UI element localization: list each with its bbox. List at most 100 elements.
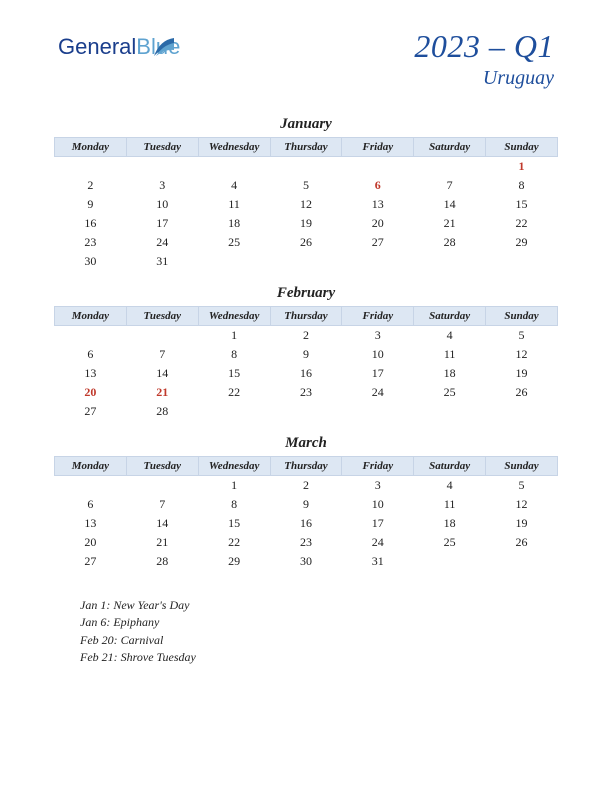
calendar-cell	[342, 157, 414, 177]
calendar-cell: 18	[198, 214, 270, 233]
calendar-cell: 24	[342, 383, 414, 402]
calendar-cell: 25	[414, 383, 486, 402]
holiday-item: Jan 6: Epiphany	[80, 614, 558, 631]
weekday-header: Monday	[55, 307, 127, 326]
month-block: JanuaryMondayTuesdayWednesdayThursdayFri…	[54, 116, 558, 271]
calendar-cell: 31	[342, 552, 414, 571]
calendar-row: 3031	[55, 252, 558, 271]
calendar-cell: 19	[486, 364, 558, 383]
calendar-cell: 6	[342, 176, 414, 195]
calendar-cell	[270, 157, 342, 177]
calendar-row: 23242526272829	[55, 233, 558, 252]
calendar-cell: 30	[270, 552, 342, 571]
calendar-cell: 8	[486, 176, 558, 195]
calendar-table: MondayTuesdayWednesdayThursdayFridaySatu…	[54, 306, 558, 421]
weekday-header: Tuesday	[126, 307, 198, 326]
calendar-cell: 21	[414, 214, 486, 233]
calendar-cell: 2	[270, 476, 342, 496]
calendar-cell: 1	[198, 326, 270, 346]
calendar-cell: 21	[126, 533, 198, 552]
calendar-cell: 9	[270, 495, 342, 514]
calendar-cell: 24	[342, 533, 414, 552]
weekday-header: Sunday	[486, 138, 558, 157]
weekday-header: Wednesday	[198, 307, 270, 326]
calendar-cell: 18	[414, 364, 486, 383]
calendar-cell: 11	[198, 195, 270, 214]
calendar-cell: 12	[486, 495, 558, 514]
calendar-cell: 8	[198, 495, 270, 514]
calendar-cell	[342, 402, 414, 421]
calendar-row: 12345	[55, 326, 558, 346]
calendar-table: MondayTuesdayWednesdayThursdayFridaySatu…	[54, 137, 558, 271]
month-block: February MondayTuesdayWednesdayThursdayFr…	[54, 285, 558, 421]
calendar-cell: 4	[198, 176, 270, 195]
calendar-row: 2728293031	[55, 552, 558, 571]
calendar-cell: 27	[342, 233, 414, 252]
calendar-cell: 19	[270, 214, 342, 233]
calendar-cell: 23	[270, 533, 342, 552]
weekday-header: Thursday	[270, 457, 342, 476]
calendar-cell: 7	[414, 176, 486, 195]
calendar-cell: 17	[342, 364, 414, 383]
logo-swoosh-icon	[154, 38, 174, 56]
calendar-cell: 7	[126, 345, 198, 364]
calendar-table: MondayTuesdayWednesdayThursdayFridaySatu…	[54, 456, 558, 571]
weekday-header: Monday	[55, 138, 127, 157]
calendar-cell: 31	[126, 252, 198, 271]
calendar-cell: 10	[342, 495, 414, 514]
weekday-header: Friday	[342, 138, 414, 157]
calendar-cell: 22	[198, 533, 270, 552]
calendar-cell	[486, 552, 558, 571]
weekday-header: Tuesday	[126, 138, 198, 157]
calendar-cell	[486, 252, 558, 271]
calendar-row: 2345678	[55, 176, 558, 195]
calendar-row: 6789101112	[55, 345, 558, 364]
calendar-row: 13141516171819	[55, 364, 558, 383]
calendar-cell: 23	[55, 233, 127, 252]
calendar-row: 9101112131415	[55, 195, 558, 214]
calendar-cell	[126, 326, 198, 346]
weekday-header: Thursday	[270, 138, 342, 157]
calendar-cell: 25	[198, 233, 270, 252]
holiday-item: Jan 1: New Year's Day	[80, 597, 558, 614]
month-name: February	[54, 285, 558, 302]
calendar-cell: 2	[55, 176, 127, 195]
calendar-cell: 18	[414, 514, 486, 533]
title-block: 2023 – Q1 Uruguay	[414, 28, 554, 90]
holiday-item: Feb 21: Shrove Tuesday	[80, 649, 558, 666]
calendar-cell: 9	[55, 195, 127, 214]
weekday-header: Saturday	[414, 457, 486, 476]
holiday-list: Jan 1: New Year's DayJan 6: EpiphanyFeb …	[80, 597, 558, 667]
calendar-cell: 5	[486, 326, 558, 346]
calendar-cell: 26	[270, 233, 342, 252]
calendar-cell: 3	[342, 326, 414, 346]
calendar-cell: 12	[270, 195, 342, 214]
calendar-cell: 11	[414, 345, 486, 364]
calendar-cell	[414, 402, 486, 421]
calendar-cell: 15	[198, 364, 270, 383]
calendar-cell: 6	[55, 495, 127, 514]
calendar-cell: 12	[486, 345, 558, 364]
calendar-cell: 20	[55, 383, 127, 402]
calendar-cell: 10	[126, 195, 198, 214]
calendar-row: 12345	[55, 476, 558, 496]
calendar-cell: 4	[414, 326, 486, 346]
weekday-header: Sunday	[486, 457, 558, 476]
calendar-cell	[198, 157, 270, 177]
calendar-cell: 11	[414, 495, 486, 514]
calendar-cell: 15	[198, 514, 270, 533]
calendar-row: 20212223242526	[55, 533, 558, 552]
calendar-cell: 1	[486, 157, 558, 177]
weekday-header: Friday	[342, 457, 414, 476]
calendar-cell: 3	[126, 176, 198, 195]
calendar-cell	[270, 402, 342, 421]
calendar-cell: 27	[55, 552, 127, 571]
calendar-cell: 16	[55, 214, 127, 233]
calendar-cell: 17	[342, 514, 414, 533]
calendar-cell: 30	[55, 252, 127, 271]
weekday-header: Thursday	[270, 307, 342, 326]
holiday-item: Feb 20: Carnival	[80, 632, 558, 649]
month-block: MarchMondayTuesdayWednesdayThursdayFrida…	[54, 435, 558, 571]
calendar-cell: 15	[486, 195, 558, 214]
calendar-row: 2728	[55, 402, 558, 421]
